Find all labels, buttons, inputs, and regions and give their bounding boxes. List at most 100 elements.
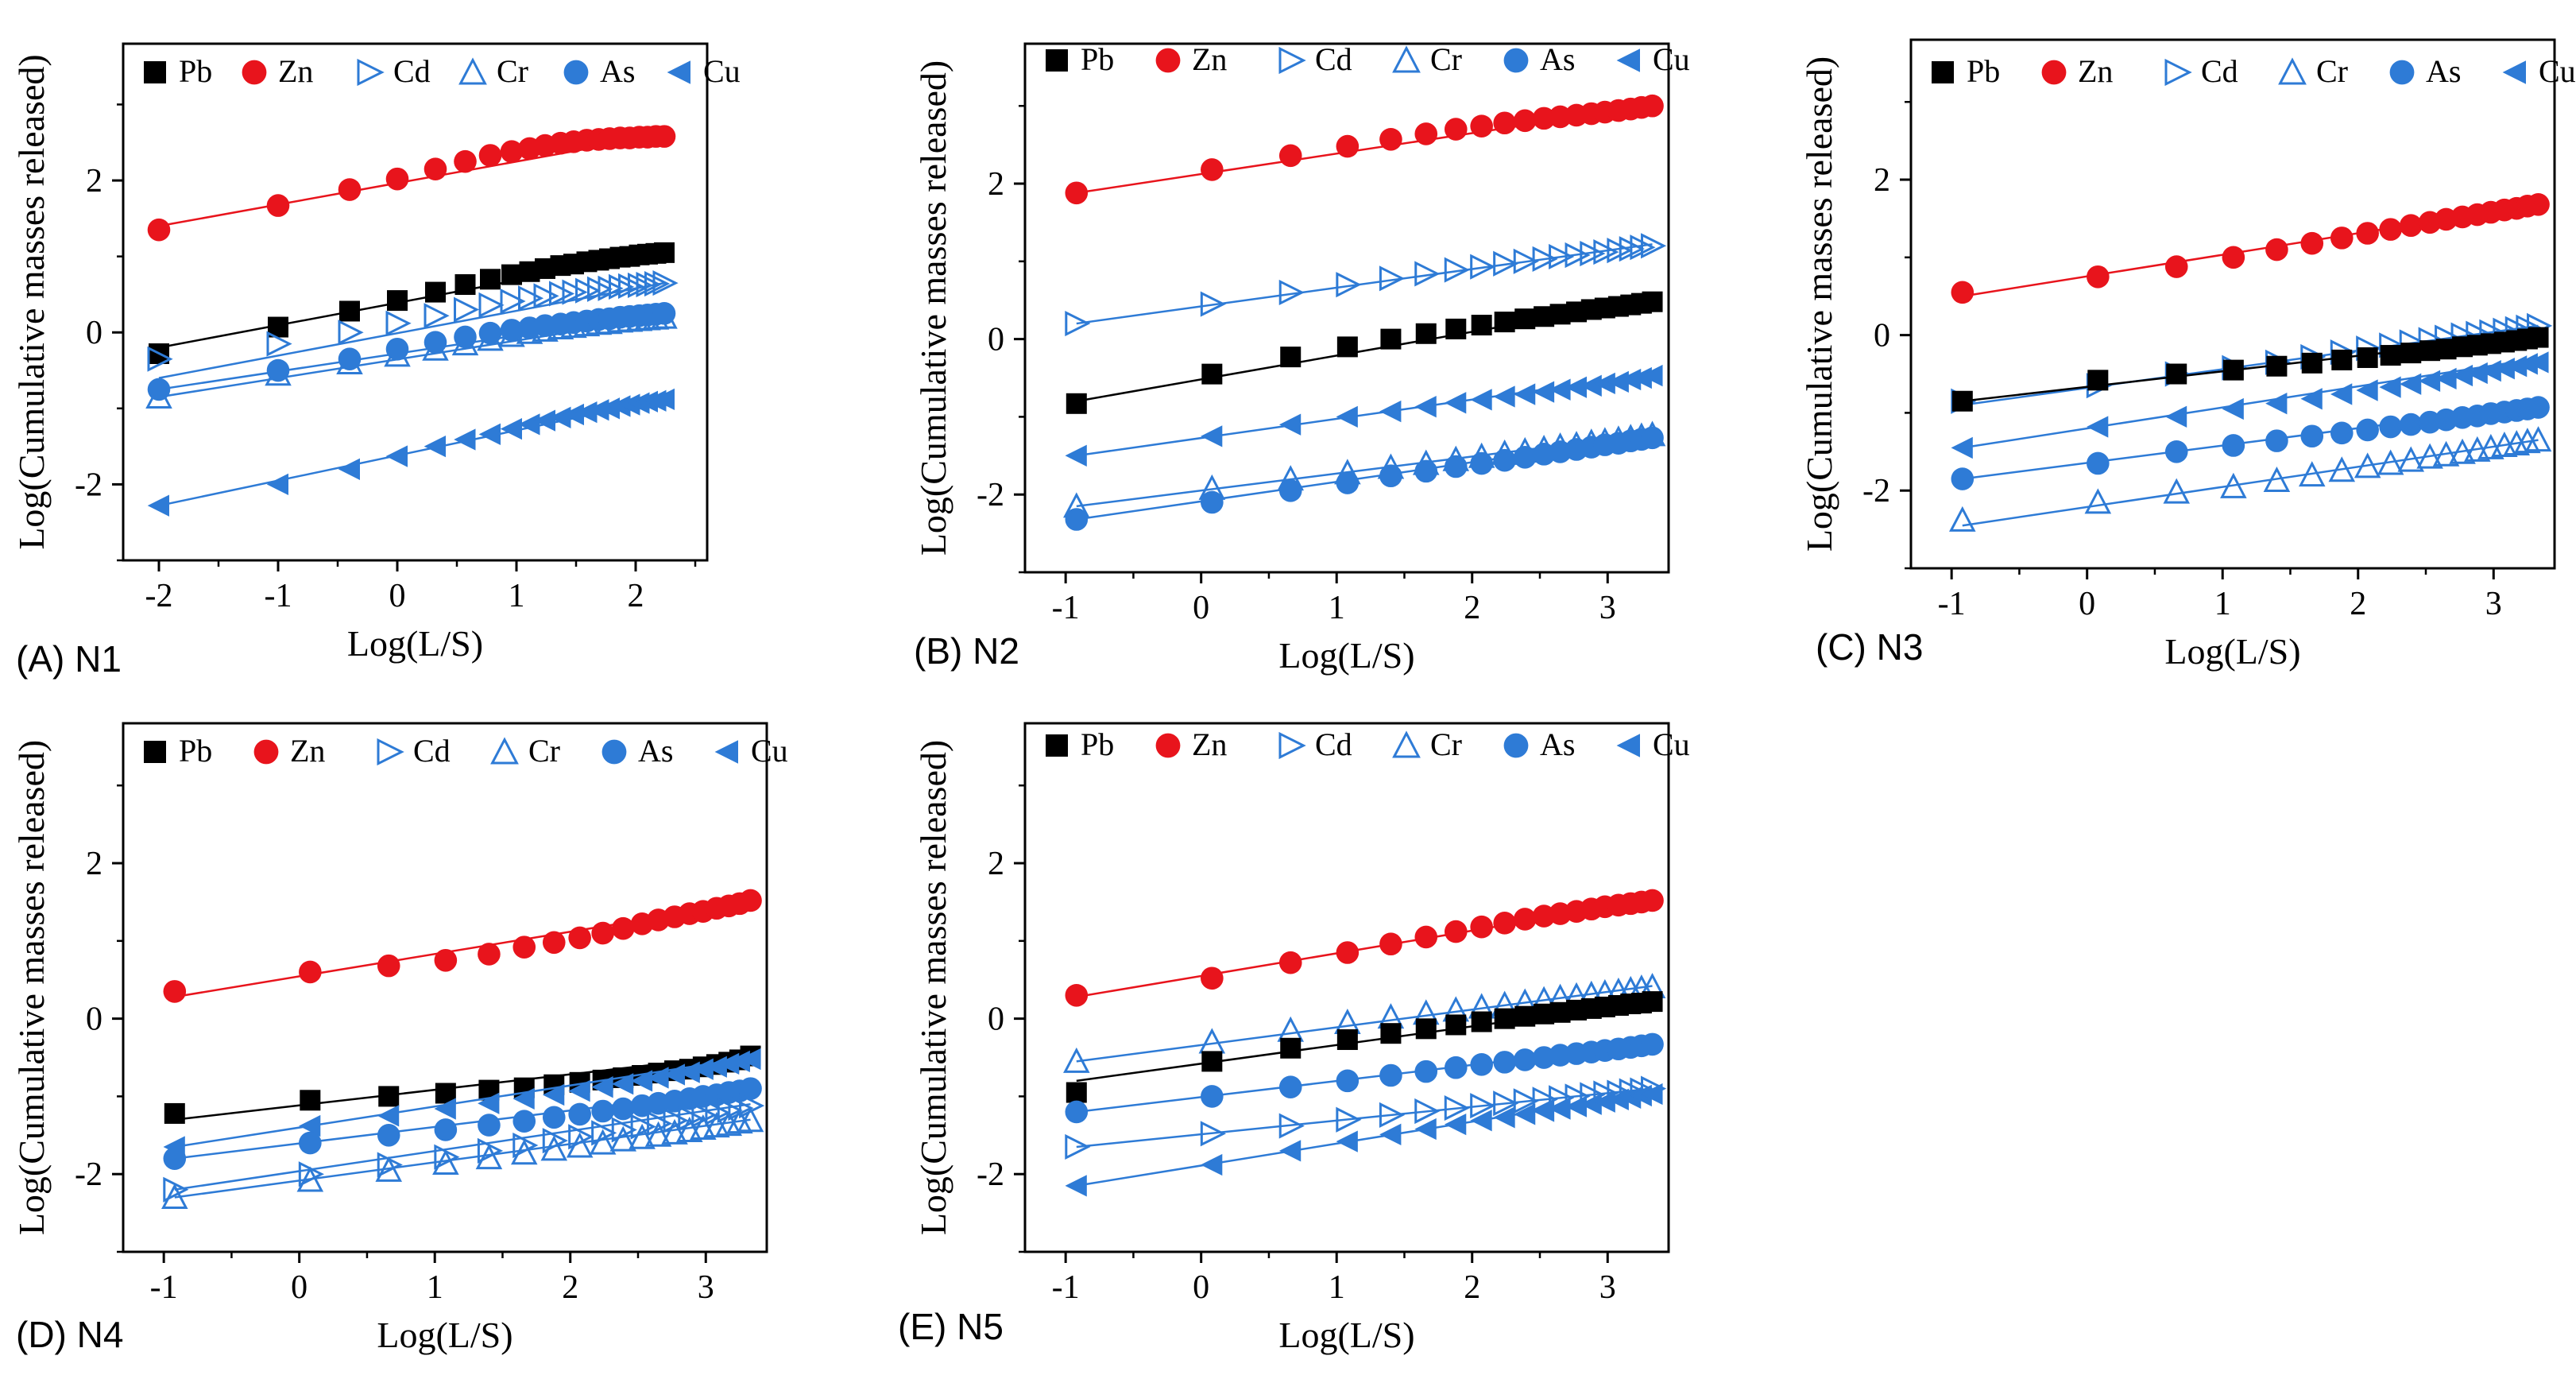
- fit-line-cd: [1076, 243, 1653, 325]
- data-point-zn: [2222, 246, 2245, 269]
- legend-marker-pb: [144, 741, 166, 763]
- data-point-pb: [1471, 1011, 1492, 1032]
- data-point-cd: [663, 1107, 689, 1133]
- y-tick-label: -2: [75, 1156, 102, 1193]
- panel-label: (A) N1: [16, 638, 122, 680]
- data-point-zn: [1444, 920, 1468, 943]
- data-point-as: [2399, 413, 2423, 436]
- series-as: [1065, 426, 1664, 531]
- legend-label-zn: Zn: [278, 53, 313, 89]
- x-tick-label: 2: [1464, 1269, 1480, 1306]
- x-tick-label: 3: [2485, 586, 2502, 622]
- legend-marker-zn: [242, 60, 267, 85]
- data-point-cu: [478, 423, 501, 445]
- legend-marker-cr: [490, 737, 519, 765]
- data-point-cu: [1641, 364, 1663, 387]
- data-point-as: [512, 1110, 536, 1133]
- data-point-cu: [1593, 1090, 1615, 1113]
- data-point-as: [266, 358, 290, 382]
- data-point-cd: [609, 273, 635, 300]
- data-point-zn: [478, 144, 502, 167]
- data-point-cu: [1065, 444, 1087, 467]
- data-point-zn: [500, 140, 524, 164]
- data-point-cu: [2164, 405, 2187, 428]
- data-point-as: [500, 319, 524, 342]
- legend-label-zn: Zn: [1192, 726, 1227, 762]
- data-point-cu: [2087, 416, 2109, 438]
- data-point-cu: [1565, 1095, 1588, 1118]
- x-tick-label: 1: [509, 578, 525, 614]
- data-point-cu: [2356, 379, 2378, 401]
- data-point-pb: [2222, 359, 2244, 381]
- data-point-cr: [566, 1132, 594, 1158]
- data-point-cd: [533, 283, 559, 309]
- data-point-pb: [480, 269, 501, 290]
- data-point-zn: [568, 926, 591, 950]
- data-point-zn: [385, 167, 409, 191]
- series-as: [147, 302, 676, 401]
- data-point-pb: [300, 1090, 321, 1111]
- data-point-cu: [1619, 368, 1642, 391]
- data-point-as: [591, 1099, 614, 1123]
- data-point-pb: [1380, 1023, 1402, 1044]
- data-point-as: [1336, 1069, 1360, 1093]
- data-point-cd: [1336, 272, 1362, 298]
- data-point-cu: [1549, 378, 1571, 401]
- data-point-cu: [1630, 1084, 1652, 1107]
- data-point-as: [1444, 1056, 1468, 1079]
- fit-line-cd: [174, 1102, 751, 1191]
- panel-label: (C) N3: [1816, 626, 1923, 668]
- chart-panel: -1 0 1 2 3 -2 0 2 Log(L/S) Log(Cumulative masses …: [11, 722, 788, 1355]
- fit-line-cu: [174, 1056, 751, 1149]
- plot-frame: [122, 42, 709, 562]
- data-point-as: [454, 325, 477, 349]
- data-point-zn: [424, 157, 447, 181]
- data-point-cu: [562, 403, 584, 426]
- legend-label-zn: Zn: [290, 733, 325, 769]
- data-point-cd: [1513, 248, 1539, 274]
- data-point-as: [2087, 451, 2110, 475]
- legend-label-cd: Cd: [413, 733, 451, 769]
- legend-marker-cu: [2502, 60, 2526, 84]
- legend-label-cd: Cd: [1315, 726, 1352, 762]
- data-point-cd: [454, 296, 480, 323]
- legend-label-zn: Zn: [1192, 41, 1227, 77]
- data-point-zn: [1379, 932, 1402, 956]
- legend-marker-as: [1503, 48, 1529, 73]
- data-point-cd: [1593, 239, 1619, 265]
- series-as: [1951, 396, 2550, 490]
- data-point-as: [1065, 508, 1089, 531]
- legend-marker-pb: [144, 61, 166, 83]
- series-zn: [1065, 889, 1664, 1007]
- data-point-cd: [266, 331, 292, 357]
- data-point-pb: [2380, 345, 2401, 366]
- data-point-zn: [2379, 218, 2402, 241]
- legend-label-cr: Cr: [2316, 53, 2348, 89]
- data-point-pb: [1642, 991, 1663, 1013]
- data-point-cu: [609, 395, 631, 417]
- x-tick-label: 0: [2079, 586, 2095, 622]
- data-point-cu: [1470, 1110, 1492, 1132]
- data-point-zn: [1470, 915, 1493, 939]
- data-point-cd: [1532, 1087, 1558, 1113]
- data-point-cd: [147, 346, 173, 372]
- data-point-cu: [1278, 1140, 1302, 1162]
- data-point-as: [1278, 479, 1302, 502]
- data-point-as: [1278, 1075, 1302, 1098]
- x-tick-label: 0: [1193, 1269, 1209, 1306]
- x-axis-title: Log(L/S): [1278, 1315, 1414, 1355]
- data-point-cu: [266, 473, 288, 496]
- data-point-cd: [1200, 1121, 1226, 1147]
- data-point-cu: [1470, 389, 1492, 411]
- data-point-zn: [2164, 255, 2188, 278]
- data-point-cu: [1593, 372, 1615, 395]
- data-point-as: [1470, 451, 1493, 475]
- data-point-cd: [705, 1099, 731, 1126]
- legend: Pb Zn Cd Cr As Cu: [1046, 41, 1690, 77]
- data-point-zn: [1201, 966, 1224, 990]
- legend-marker-as: [1503, 733, 1529, 758]
- y-tick-label: 2: [86, 846, 102, 882]
- panel-label: (D) N4: [16, 1314, 123, 1355]
- data-point-as: [1513, 445, 1537, 469]
